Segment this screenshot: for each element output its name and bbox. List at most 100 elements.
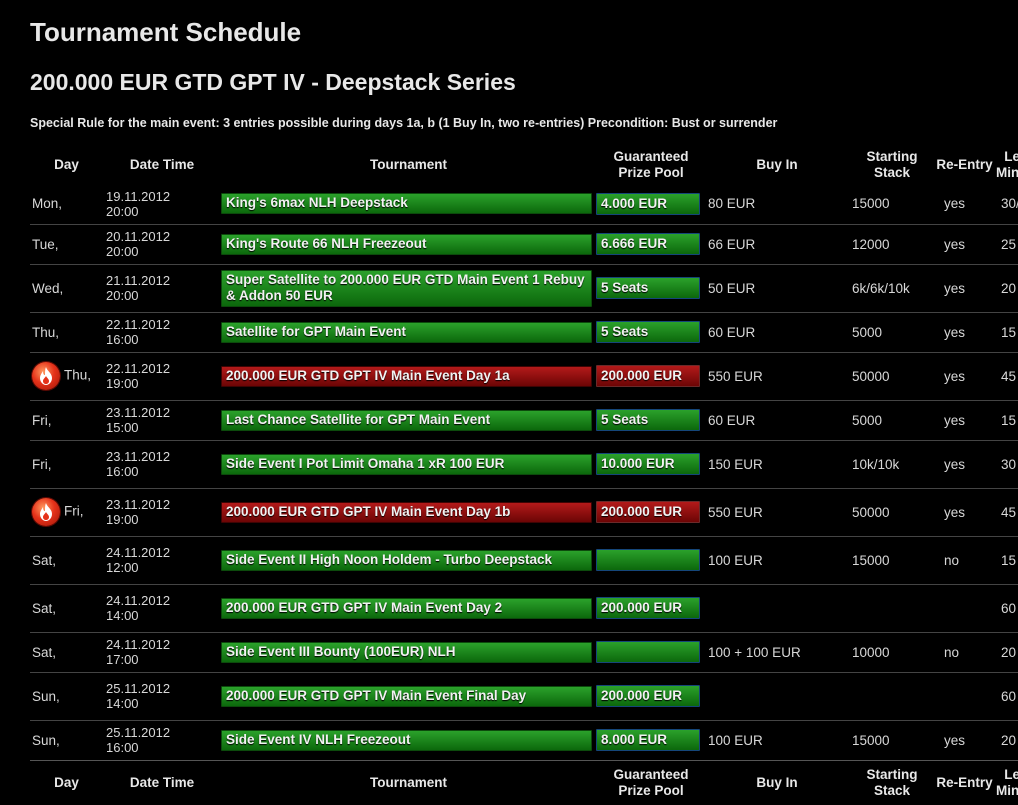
tournament-link[interactable]: 200.000 EUR GTD GPT IV Main Event Day 1b: [221, 501, 592, 523]
cell-prize: 5 Seats: [596, 400, 706, 440]
prize-badge: 4.000 EUR: [596, 192, 700, 215]
cell-day: Sun,: [30, 720, 103, 760]
series-title: 200.000 EUR GTD GPT IV - Deepstack Serie…: [30, 69, 516, 95]
cell-prize: 200.000 EUR: [596, 584, 706, 632]
time-label: 14:00: [106, 608, 139, 623]
cell-prize: 5 Seats: [596, 264, 706, 312]
table-row: Fri, 23.11.2012 15:00 Last Chance Satelli…: [30, 400, 1018, 440]
tournament-link[interactable]: 200.000 EUR GTD GPT IV Main Event Day 2: [221, 597, 592, 619]
prize-badge: 6.666 EUR: [596, 233, 700, 255]
time-label: 20:00: [106, 244, 139, 259]
cell-stack: [848, 584, 936, 632]
prize-badge: 200.000 EUR: [596, 501, 700, 523]
footer-day: Day: [30, 759, 103, 805]
cell-datetime: 25.11.2012 14:00: [103, 672, 221, 720]
cell-prize: 6.666 EUR: [596, 224, 706, 264]
day-label: Fri,: [32, 456, 52, 472]
cell-stack: 12000: [852, 236, 890, 252]
cell-day: Tue,: [30, 224, 103, 264]
time-label: 16:00: [106, 332, 139, 347]
day-label: Fri,: [64, 503, 84, 519]
cell-level: 20: [1001, 644, 1017, 660]
cell-stack: 10k/10k: [852, 456, 900, 472]
tournament-link[interactable]: 200.000 EUR GTD GPT IV Main Event Final …: [221, 685, 592, 707]
prize-badge: 10.000 EUR: [596, 453, 700, 475]
cell-datetime: 22.11.2012 19:00: [103, 352, 221, 400]
tournament-link[interactable]: Side Event II High Noon Holdem - Turbo D…: [221, 549, 592, 571]
tournament-link[interactable]: King's 6max NLH Deepstack: [221, 193, 592, 215]
cell-datetime: 24.11.2012 12:00: [103, 536, 221, 584]
cell-buyin: 60 EUR: [708, 412, 756, 428]
cell-stack: 15000: [852, 732, 890, 748]
cell-stack: 5000: [852, 412, 883, 428]
cell-datetime: 19.11.2012 20:00: [103, 184, 221, 224]
cell-tournament: King's Route 66 NLH Freezeout: [221, 224, 596, 264]
cell-reentry: yes: [944, 368, 966, 384]
tournament-link[interactable]: Satellite for GPT Main Event: [221, 321, 592, 343]
cell-buyin: [706, 672, 848, 720]
time-label: 16:00: [106, 740, 139, 755]
cell-tournament: Side Event I Pot Limit Omaha 1 xR 100 EU…: [221, 440, 596, 488]
cell-tournament: Side Event IV NLH Freezeout: [221, 720, 596, 760]
cell-stack: 10000: [852, 644, 890, 660]
cell-datetime: 20.11.2012 20:00: [103, 224, 221, 264]
cell-day: Sat,: [30, 632, 103, 672]
cell-buyin: 50 EUR: [708, 280, 756, 296]
cell-datetime: 24.11.2012 14:00: [103, 584, 221, 632]
cell-level: 20: [1001, 280, 1017, 296]
prize-badge: 5 Seats: [596, 409, 700, 431]
date-label: 21.11.2012: [106, 273, 171, 288]
table-row: Wed, 21.11.2012 20:00 Super Satellite to …: [30, 264, 1018, 312]
cell-reentry: [936, 672, 993, 720]
cell-stack: 15000: [852, 196, 890, 212]
prize-badge: 5 Seats: [596, 321, 700, 343]
cell-stack: [848, 672, 936, 720]
cell-day: Fri,: [30, 488, 103, 536]
cell-level: 45: [1001, 368, 1017, 384]
cell-buyin: 80 EUR: [708, 196, 756, 212]
cell-day: Thu,: [30, 312, 103, 352]
cell-level: 15: [1001, 324, 1017, 340]
table-row: Sun, 25.11.2012 16:00 Side Event IV NLH F…: [30, 720, 1018, 760]
cell-datetime: 25.11.2012 16:00: [103, 720, 221, 760]
page-title: Tournament Schedule: [30, 17, 302, 47]
cell-level: 60: [1001, 600, 1017, 616]
table-row: Tue, 20.11.2012 20:00 King's Route 66 NLH…: [30, 224, 1018, 264]
prize-badge: 8.000 EUR: [596, 729, 700, 751]
table-row: Mon, 19.11.2012 20:00 King's 6max NLH Dee…: [30, 184, 1018, 224]
time-label: 17:00: [106, 652, 139, 667]
cell-buyin: 550 EUR: [708, 504, 763, 520]
cell-prize: 200.000 EUR: [596, 488, 706, 536]
cell-level: 25: [1001, 236, 1017, 252]
day-label: Thu,: [32, 324, 60, 340]
cell-reentry: yes: [944, 236, 966, 252]
tournament-link[interactable]: Last Chance Satellite for GPT Main Event: [221, 409, 592, 431]
day-label: Sat,: [32, 644, 57, 660]
tournament-link[interactable]: 200.000 EUR GTD GPT IV Main Event Day 1a: [221, 365, 592, 387]
header-stack: Starting Stack: [866, 149, 918, 180]
table-row: Thu, 22.11.2012 19:00 200.000 EUR GTD GPT…: [30, 352, 1018, 400]
table-row: Sat, 24.11.2012 17:00 Side Event III Boun…: [30, 632, 1018, 672]
time-label: 14:00: [106, 696, 139, 711]
cell-level: 45: [1001, 504, 1017, 520]
cell-prize: 10.000 EUR: [596, 440, 706, 488]
time-label: 20:00: [106, 203, 139, 219]
tournament-link[interactable]: Side Event I Pot Limit Omaha 1 xR 100 EU…: [221, 453, 592, 475]
cell-datetime: 23.11.2012 15:00: [103, 400, 221, 440]
time-label: 12:00: [106, 560, 139, 575]
cell-day: Sat,: [30, 536, 103, 584]
cell-tournament: King's 6max NLH Deepstack: [221, 184, 596, 224]
cell-prize: [596, 536, 706, 584]
date-label: 24.11.2012: [106, 545, 171, 560]
tournament-link[interactable]: King's Route 66 NLH Freezeout: [221, 233, 592, 255]
cell-reentry: yes: [944, 196, 966, 212]
tournament-link[interactable]: Side Event IV NLH Freezeout: [221, 729, 592, 751]
tournament-link[interactable]: Side Event III Bounty (100EUR) NLH: [221, 641, 592, 663]
date-label: 22.11.2012: [106, 361, 171, 376]
table-footer-header: Day Date Time Tournament Guaranteed Prize…: [30, 759, 1018, 805]
cell-level: 20: [1001, 732, 1017, 748]
date-label: 24.11.2012: [106, 637, 171, 652]
date-label: 24.11.2012: [106, 593, 171, 608]
tournament-link[interactable]: Super Satellite to 200.000 EUR GTD Main …: [221, 269, 592, 307]
cell-datetime: 24.11.2012 17:00: [103, 632, 221, 672]
